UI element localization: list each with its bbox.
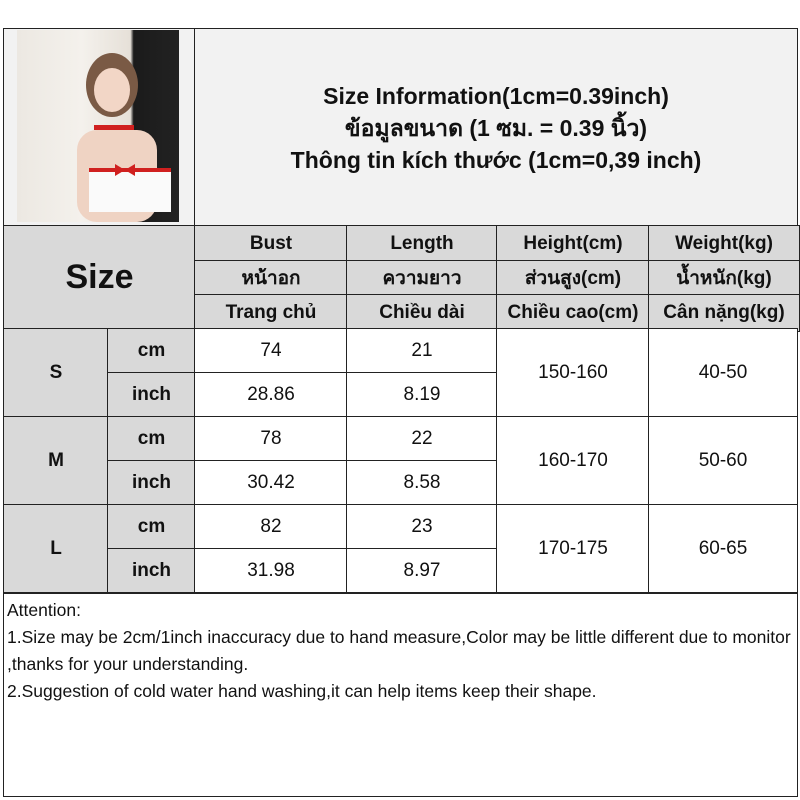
unit-cm-label: cm	[107, 504, 196, 550]
size-info-title: Size Information(1cm=0.39inch) ข้อมูลขนา…	[194, 28, 798, 227]
column-header: Trang chủ	[194, 294, 348, 332]
length-inch-cell: 8.19	[346, 372, 498, 418]
height-cell: 160-170	[496, 416, 650, 506]
bust-cm-cell: 78	[194, 416, 348, 462]
product-photo	[17, 30, 179, 222]
unit-inch-label: inch	[107, 460, 196, 506]
size-header: Size	[3, 225, 196, 330]
length-cm-cell: 23	[346, 504, 498, 550]
bust-inch-cell: 28.86	[194, 372, 348, 418]
attention-note-1: 1.Size may be 2cm/1inch inaccuracy due t…	[7, 627, 791, 674]
column-header: ความยาว	[346, 260, 498, 296]
attention-notes: Attention: 1.Size may be 2cm/1inch inacc…	[3, 592, 798, 797]
column-header: Weight(kg)	[648, 225, 800, 262]
unit-inch-label: inch	[107, 548, 196, 594]
bust-inch-cell: 31.98	[194, 548, 348, 594]
length-inch-cell: 8.97	[346, 548, 498, 594]
title-vietnamese: Thông tin kích thước (1cm=0,39 inch)	[290, 146, 702, 173]
bust-inch-cell: 30.42	[194, 460, 348, 506]
unit-cm-label: cm	[107, 328, 196, 374]
length-inch-cell: 8.58	[346, 460, 498, 506]
size-label: M	[3, 416, 109, 506]
bust-cm-cell: 82	[194, 504, 348, 550]
attention-note-2: 2.Suggestion of cold water hand washing,…	[7, 681, 597, 701]
column-header: ส่วนสูง(cm)	[496, 260, 650, 296]
column-header: Bust	[194, 225, 348, 262]
weight-cell: 60-65	[648, 504, 798, 594]
unit-cm-label: cm	[107, 416, 196, 462]
unit-inch-label: inch	[107, 372, 196, 418]
title-thai: ข้อมูลขนาด (1 ซม. = 0.39 นิ้ว)	[344, 114, 648, 141]
height-cell: 170-175	[496, 504, 650, 594]
weight-cell: 40-50	[648, 328, 798, 418]
column-header: Chiều dài	[346, 294, 498, 332]
size-label: L	[3, 504, 109, 594]
column-header: หน้าอก	[194, 260, 348, 296]
length-cm-cell: 22	[346, 416, 498, 462]
column-header: Height(cm)	[496, 225, 650, 262]
column-header: น้ำหนัก(kg)	[648, 260, 800, 296]
length-cm-cell: 21	[346, 328, 498, 374]
weight-cell: 50-60	[648, 416, 798, 506]
attention-heading: Attention:	[7, 600, 81, 620]
column-header: Chiều cao(cm)	[496, 294, 650, 332]
title-english: Size Information(1cm=0.39inch)	[323, 82, 669, 109]
size-label: S	[3, 328, 109, 418]
column-header: Length	[346, 225, 498, 262]
bust-cm-cell: 74	[194, 328, 348, 374]
height-cell: 150-160	[496, 328, 650, 418]
column-header: Cân nặng(kg)	[648, 294, 800, 332]
